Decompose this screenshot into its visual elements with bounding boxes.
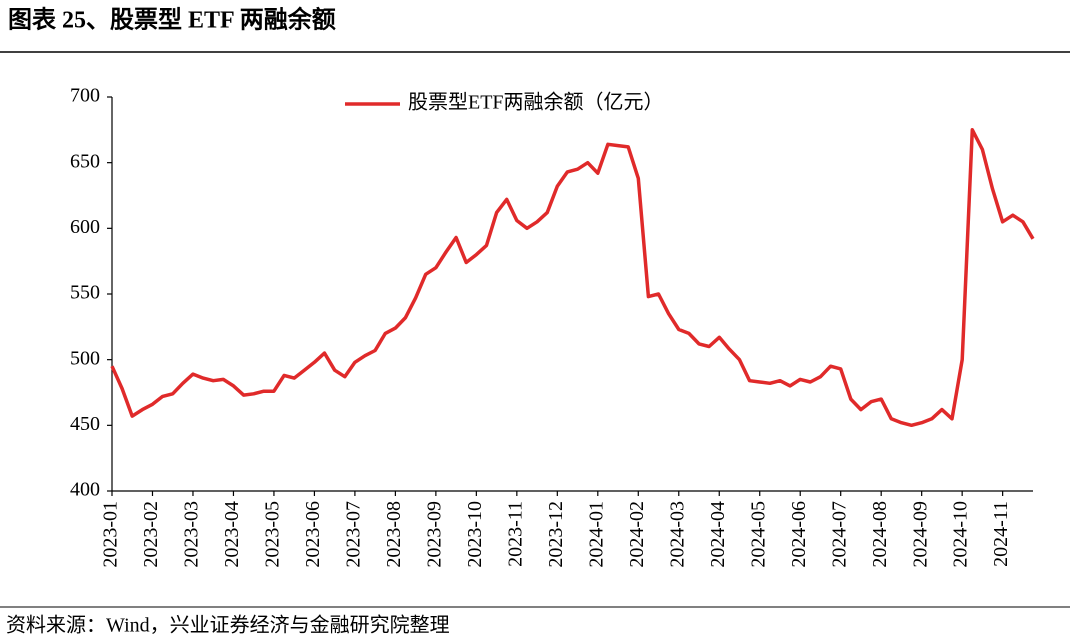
legend-label: 股票型ETF两融余额（亿元）: [408, 91, 664, 114]
x-tick-label: 2024-01: [585, 501, 607, 568]
x-tick-label: 2024-09: [909, 501, 931, 568]
x-tick-label: 2023-01: [100, 501, 122, 568]
x-tick-label: 2024-04: [707, 501, 729, 568]
y-tick-label: 450: [70, 413, 100, 435]
x-tick-label: 2023-11: [504, 501, 526, 567]
x-tick-label: 2023-08: [383, 501, 405, 568]
x-tick-label: 2024-11: [990, 501, 1012, 567]
x-tick-label: 2023-04: [221, 501, 243, 568]
y-tick-label: 700: [70, 85, 100, 107]
x-tick-label: 2024-10: [950, 501, 972, 568]
x-tick-label: 2024-08: [869, 501, 891, 568]
x-tick-label: 2023-05: [262, 501, 284, 568]
data-line: [110, 128, 1035, 428]
x-tick-label: 2023-02: [140, 501, 162, 568]
chart-title: 图表 25、股票型 ETF 两融余额: [8, 6, 336, 34]
y-tick-label: 600: [70, 216, 100, 238]
x-tick-label: 2024-03: [666, 501, 688, 568]
x-tick-label: 2023-12: [545, 501, 567, 568]
x-tick-label: 2023-07: [342, 501, 364, 568]
x-tick-label: 2023-06: [302, 501, 324, 568]
y-tick-label: 650: [70, 150, 100, 172]
x-tick-label: 2024-06: [788, 501, 810, 568]
y-tick-label: 500: [70, 347, 100, 369]
source-note: 资料来源：Wind，兴业证券经济与金融研究院整理: [6, 614, 450, 637]
x-tick-label: 2023-03: [181, 501, 203, 568]
y-tick-label: 400: [70, 479, 100, 501]
x-tick-label: 2023-10: [464, 501, 486, 568]
x-tick-label: 2024-05: [747, 501, 769, 568]
x-tick-label: 2024-02: [626, 501, 648, 568]
x-tick-label: 2024-07: [828, 501, 850, 568]
y-tick-label: 550: [70, 282, 100, 304]
x-tick-label: 2023-09: [423, 501, 445, 568]
